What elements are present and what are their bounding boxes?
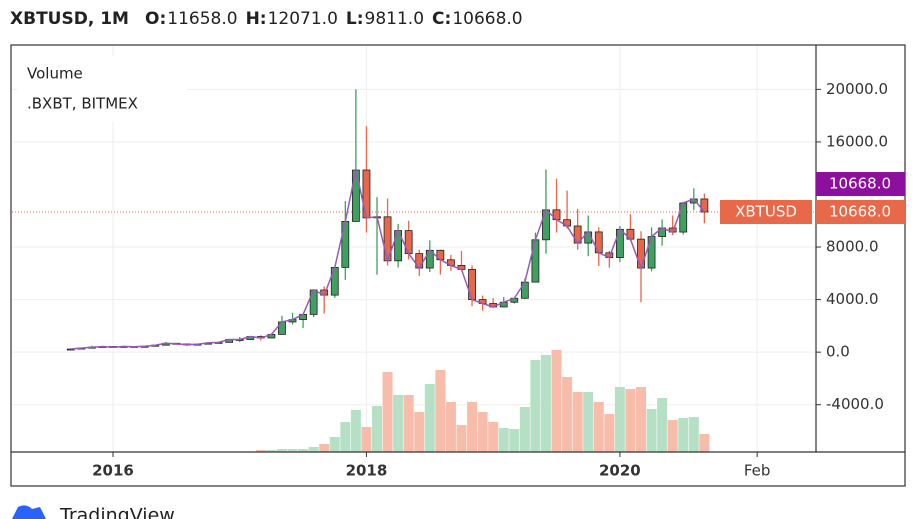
ohlc-key: H:: [246, 9, 267, 29]
volume-bar: [678, 418, 689, 452]
legend-box: [17, 56, 187, 122]
x-tick-label: 2016: [92, 462, 134, 480]
volume-bar: [445, 402, 456, 452]
y-tick-label: 8000.0: [826, 238, 879, 256]
volume-bar: [350, 410, 361, 452]
volume-bar: [604, 414, 615, 452]
candle-body: [66, 348, 75, 351]
volume-bar: [382, 372, 393, 452]
volume-bar: [657, 398, 668, 452]
candle-body: [468, 268, 476, 300]
volume-bar: [477, 412, 488, 452]
ohlc-key: O:: [145, 9, 166, 29]
volume-bar: [276, 449, 287, 452]
brand-logo: [12, 505, 46, 519]
volume-bar: [435, 370, 446, 452]
legend-title: Volume: [27, 65, 83, 83]
candle-body: [679, 202, 688, 233]
volume-bar: [308, 447, 319, 452]
volume-bar: [540, 355, 551, 452]
volume-bar: [646, 409, 657, 452]
legend-source: .BXBT, BITMEX: [27, 95, 138, 113]
volume-bar: [424, 384, 435, 452]
volume-bar: [593, 402, 604, 452]
volume-bar: [636, 387, 646, 452]
volume-bar: [688, 417, 699, 452]
x-tick-label: 2018: [346, 462, 388, 480]
grid: [12, 46, 816, 452]
y-tick-label: -4000.0: [826, 395, 884, 413]
volume-bar: [414, 412, 425, 452]
chart-frame: [10, 44, 906, 487]
candle-body: [309, 289, 318, 315]
price-badge: [816, 172, 905, 196]
x-tick-label: 2020: [599, 462, 641, 480]
volume-bar: [498, 428, 509, 452]
volume-bar: [562, 377, 573, 452]
volume-bar: [530, 360, 541, 452]
candle-body: [594, 231, 603, 254]
volume-bar: [699, 434, 710, 452]
brand: TradingView: [12, 505, 175, 519]
candle-body: [362, 169, 371, 219]
volume-bar: [298, 449, 309, 452]
volume-bar: [361, 427, 372, 452]
ohlc-key: C:: [432, 9, 451, 29]
volume-bar: [509, 429, 520, 452]
volume-bar: [519, 407, 530, 452]
y-tick-label: 4000.0: [826, 290, 879, 308]
symbol: XBTUSD, 1M: [10, 9, 129, 29]
candle-body: [404, 230, 413, 254]
ohlc-value: 9811.0: [365, 9, 424, 29]
symbol-badge-label: XBTUSD: [735, 203, 797, 221]
y-tick-label: 20000.0: [826, 80, 888, 98]
brand-name: TradingView: [59, 505, 175, 519]
volume-bar: [467, 402, 478, 452]
candle-body: [542, 209, 550, 241]
ohlc-value: 10668.0: [452, 9, 522, 29]
price-badge: [816, 200, 905, 224]
candle-body: [647, 236, 656, 269]
candle-body: [637, 238, 645, 269]
close-line: [70, 169, 705, 350]
price-badge-label: 10668.0: [829, 175, 891, 193]
candle-body: [341, 221, 350, 268]
candle-body: [531, 239, 540, 283]
symbol-badge: [720, 200, 812, 224]
y-tick-label: 0.0: [826, 343, 850, 361]
volume-bar: [456, 425, 467, 452]
ohlc-value: 12071.0: [268, 9, 338, 29]
volume-bar: [551, 350, 562, 452]
x-tick-label: Feb: [744, 462, 771, 480]
volume-bar: [614, 387, 625, 452]
candle-body: [615, 228, 624, 258]
candle-body: [330, 266, 339, 296]
volume-bar: [255, 450, 266, 452]
volume-bar: [583, 392, 594, 452]
volume-bar: [488, 422, 499, 452]
volume-bar: [572, 392, 583, 452]
volume-bar: [329, 437, 340, 452]
volume-bar: [667, 420, 678, 452]
ohlc-value: 11658.0: [167, 9, 237, 29]
y-tick-label: 16000.0: [826, 132, 888, 150]
ohlc-readout: O: 11658.0 H: 12071.0 L: 9811.0 C: 10668.0: [145, 9, 523, 29]
volume-bar: [372, 406, 382, 452]
volume-bar: [340, 422, 351, 452]
plot-area: [12, 89, 816, 452]
volume-bar: [625, 389, 636, 452]
volume-bar: [266, 450, 277, 452]
volume-bar: [403, 395, 414, 452]
volume-bar: [287, 449, 298, 452]
price-badge-label: 10668.0: [829, 203, 891, 221]
volume-bar: [319, 444, 330, 452]
volume-bar: [393, 395, 404, 452]
ohlc-key: L:: [346, 9, 364, 29]
